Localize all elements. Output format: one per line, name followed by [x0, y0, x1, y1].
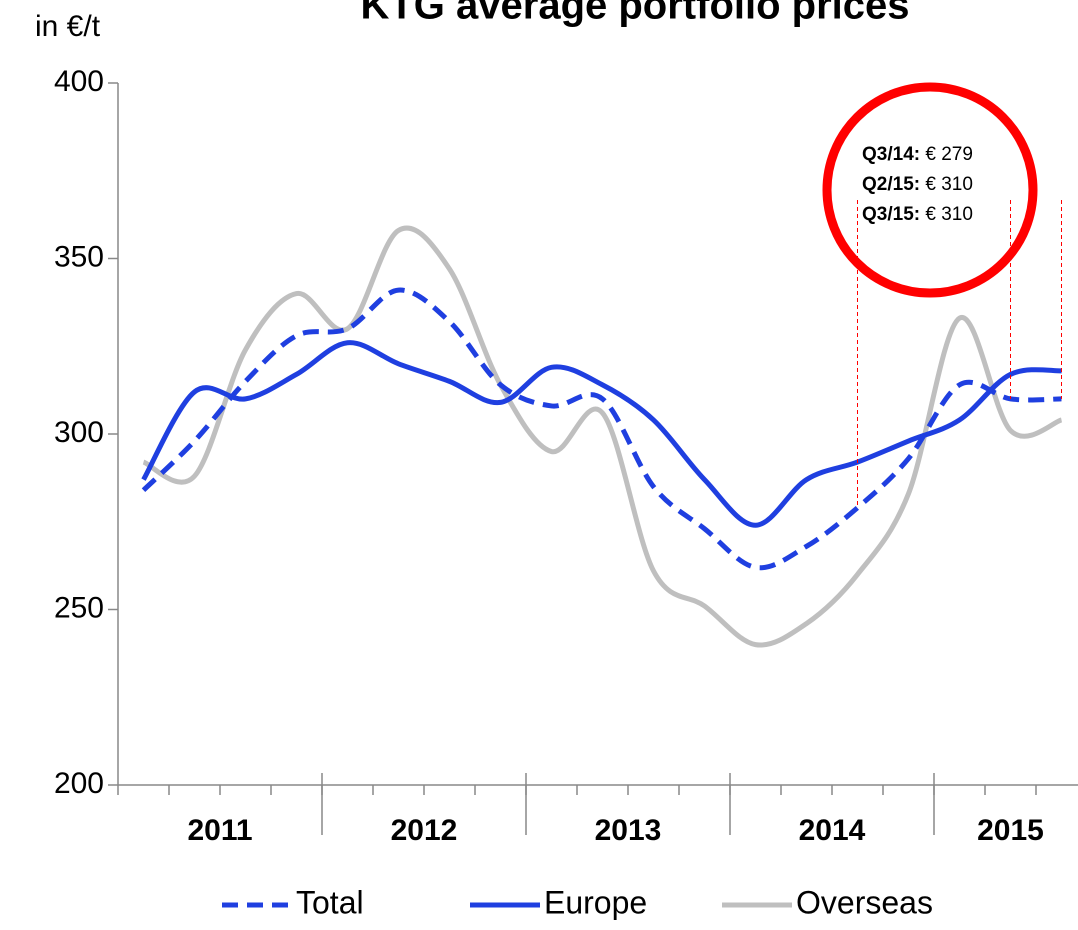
annotation-label: Q2/15:	[862, 174, 920, 195]
year-label: 2013	[595, 814, 662, 847]
annotation-circle	[822, 82, 1038, 298]
y-tick-label: 200	[54, 767, 104, 800]
y-tick-label: 300	[54, 416, 104, 449]
series-line	[142, 225, 1063, 648]
chart-title: KTG average portfolio prices	[360, 0, 909, 28]
annotation-value: € 310	[925, 204, 973, 225]
y-tick-label: 400	[54, 65, 104, 98]
annotation-value: € 310	[925, 174, 973, 195]
year-label: 2014	[799, 814, 866, 847]
annotation-text: Q3/14: € 279	[862, 144, 973, 165]
legend-label: Overseas	[796, 884, 933, 920]
y-axis-label: in €/t	[35, 10, 101, 43]
annotation-label: Q3/15:	[862, 204, 920, 225]
y-tick-label: 350	[54, 240, 104, 273]
series-line	[141, 287, 1062, 571]
year-label: 2011	[187, 814, 252, 847]
y-tick-label: 250	[54, 591, 104, 624]
series-line	[141, 340, 1062, 528]
annotation-text: Q3/15: € 310	[862, 204, 973, 225]
annotation-text: Q2/15: € 310	[862, 174, 973, 195]
legend-label: Total	[296, 884, 364, 920]
annotation-label: Q3/14:	[862, 144, 920, 165]
annotation-value: € 279	[925, 144, 973, 165]
year-label: 2012	[391, 814, 458, 847]
legend-label: Europe	[544, 884, 647, 920]
year-label: 2015	[977, 814, 1044, 847]
